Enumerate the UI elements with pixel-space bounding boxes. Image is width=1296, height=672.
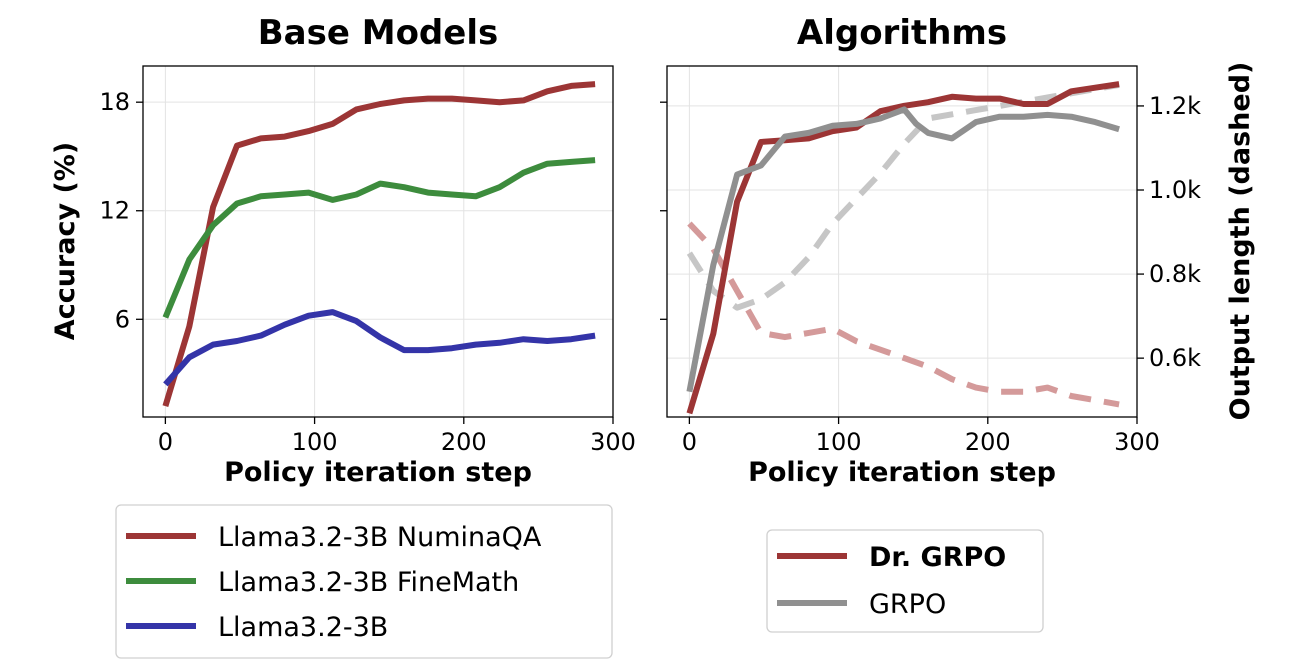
legend-box: [115, 504, 613, 659]
left-x-axis-label: Policy iteration step: [224, 457, 532, 488]
left-axes-frame: [142, 65, 614, 418]
y2-tick-label: 0.6k: [1149, 344, 1201, 372]
left-series-group: [162, 81, 596, 407]
series-line-dr-grpo: [686, 81, 1120, 415]
x-tick-label: 300: [1114, 428, 1160, 456]
base-models-title: Base Models: [258, 13, 498, 53]
x-tick-label: 0: [158, 428, 173, 456]
y-tick-label: 18: [99, 88, 130, 116]
algorithms-legend: Dr. GRPO GRPO: [766, 529, 1044, 633]
base-models-panel: Base Models 0 100 200 300 6 12 18 Policy iter…: [50, 13, 636, 488]
left-y-ticks: 6 12 18: [99, 88, 143, 333]
right-x-ticks: 0 100 200 300: [682, 417, 1160, 456]
right-x-axis-label: Policy iteration step: [748, 457, 1056, 488]
y-tick-label: 12: [99, 197, 130, 225]
y-tick-label: 6: [115, 305, 130, 333]
algorithms-panel: Algorithms 0 100 200 300 0.6k 0.8k 1.0k 1.2k P…: [660, 13, 1256, 488]
legend-label: Llama3.2-3B: [218, 612, 388, 643]
right-axes-frame: [666, 65, 1138, 418]
series-line-llama3-2-3b-numinaqa: [162, 81, 596, 407]
x-tick-label: 100: [292, 428, 338, 456]
left-gridlines: [143, 66, 614, 417]
legend-label: GRPO: [869, 589, 946, 620]
right-series-group: [686, 81, 1120, 415]
left-y-axis-label: Accuracy (%): [50, 142, 81, 340]
legend-label: Llama3.2-3B NuminaQA: [218, 522, 542, 553]
y2-tick-label: 0.8k: [1149, 260, 1201, 288]
x-tick-label: 200: [965, 428, 1011, 456]
legend-label: Dr. GRPO: [869, 542, 1006, 573]
left-x-ticks: 0 100 200 300: [158, 417, 636, 456]
series-line-llama3-2-3b: [163, 309, 596, 387]
series-line-grpo-length-dashed: [686, 81, 1120, 311]
algorithms-title: Algorithms: [797, 13, 1007, 53]
right-left-y-ticks: [660, 101, 667, 320]
base-models-legend: Llama3.2-3B NuminaQA Llama3.2-3B FineMath…: [115, 504, 613, 659]
series-line-grpo: [686, 106, 1120, 393]
series-line-dr-grpo-length-dashed: [687, 221, 1120, 408]
legend-label: Llama3.2-3B FineMath: [218, 567, 519, 598]
x-tick-label: 100: [816, 428, 862, 456]
series-line-llama3-2-3b-finemath: [162, 157, 596, 319]
right-y2-axis-label: Output length (dashed): [1225, 62, 1256, 421]
x-tick-label: 300: [590, 428, 636, 456]
x-tick-label: 200: [441, 428, 487, 456]
x-tick-label: 0: [682, 428, 697, 456]
y2-tick-label: 1.2k: [1149, 92, 1201, 120]
y2-tick-label: 1.0k: [1149, 176, 1201, 204]
right-y2-ticks: 0.6k 0.8k 1.0k 1.2k: [1137, 92, 1201, 372]
